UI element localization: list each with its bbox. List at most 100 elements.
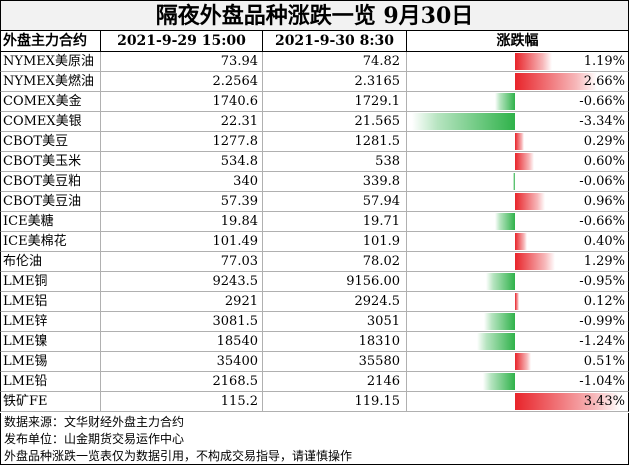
change-cell: 3.43%: [407, 392, 629, 412]
prev-price: 57.39: [101, 192, 263, 212]
table-row: ICE美棉花 101.49 101.9 0.40%: [0, 232, 631, 252]
change-percent: 0.51%: [583, 354, 625, 369]
prev-price: 1277.8: [101, 132, 263, 152]
table-row: 铁矿FE 115.2 119.15 3.43%: [0, 392, 631, 412]
change-percent: -0.99%: [579, 314, 625, 329]
header-contract: 外盘主力合约: [0, 31, 101, 52]
change-cell: 2.66%: [407, 72, 629, 92]
change-cell: -1.04%: [407, 372, 629, 392]
contract-name: LME镍: [0, 332, 101, 352]
current-price: 18310: [263, 332, 407, 352]
contract-name: 布伦油: [0, 252, 101, 272]
change-bar: [515, 353, 531, 370]
current-price: 57.94: [263, 192, 407, 212]
change-cell: 0.96%: [407, 192, 629, 212]
header-change: 涨跌幅: [407, 31, 629, 52]
change-bar: [515, 393, 621, 410]
footnotes: 数据来源：文华财经外盘主力合约 发布单位：山金期货交易运作中心 外盘品种涨跌一览…: [0, 413, 629, 465]
change-percent: 2.66%: [583, 74, 625, 89]
change-bar: [495, 213, 515, 230]
contract-name: CBOT美豆油: [0, 192, 101, 212]
change-cell: 0.51%: [407, 352, 629, 372]
prev-price: 2168.5: [101, 372, 263, 392]
change-cell: 0.12%: [407, 292, 629, 312]
current-price: 21.565: [263, 112, 407, 132]
prev-price: 101.49: [101, 232, 263, 252]
prev-price: 9243.5: [101, 272, 263, 292]
change-percent: -0.66%: [579, 214, 625, 229]
change-cell: -0.66%: [407, 92, 629, 112]
header-cur-time: 2021-9-30 8:30: [263, 31, 407, 52]
change-percent: 3.43%: [583, 394, 625, 409]
change-cell: -0.06%: [407, 172, 629, 192]
change-bar: [515, 293, 519, 310]
prev-price: 534.8: [101, 152, 263, 172]
contract-name: CBOT美豆粕: [0, 172, 101, 192]
table-title: 隔夜外盘品种涨跌一览 9月30日: [0, 0, 629, 31]
contract-name: LME铅: [0, 372, 101, 392]
table-row: LME锡 35400 35580 0.51%: [0, 352, 631, 372]
change-percent: -1.24%: [579, 334, 625, 349]
table-row: LME镍 18540 18310 -1.24%: [0, 332, 631, 352]
change-cell: -0.95%: [407, 272, 629, 292]
contract-name: ICE美棉花: [0, 232, 101, 252]
change-percent: 0.96%: [583, 194, 625, 209]
table-row: CBOT美豆 1277.8 1281.5 0.29%: [0, 132, 631, 152]
change-bar: [515, 193, 545, 210]
prev-price: 115.2: [101, 392, 263, 412]
change-percent: 1.29%: [583, 254, 625, 269]
contract-name: LME铜: [0, 272, 101, 292]
current-price: 2146: [263, 372, 407, 392]
footnote-source: 数据来源：文华财经外盘主力合约: [4, 415, 185, 429]
change-bar: [515, 233, 527, 250]
current-price: 19.71: [263, 212, 407, 232]
change-cell: -1.24%: [407, 332, 629, 352]
contract-name: CBOT美豆: [0, 132, 101, 152]
change-cell: 0.29%: [407, 132, 629, 152]
change-percent: 0.60%: [583, 154, 625, 169]
contract-name: LME锡: [0, 352, 101, 372]
current-price: 35580: [263, 352, 407, 372]
prev-price: 2.2564: [101, 72, 263, 92]
contract-name: 铁矿FE: [0, 392, 101, 412]
change-bar: [495, 93, 515, 110]
change-percent: 0.12%: [583, 294, 625, 309]
table-row: CBOT美豆油 57.39 57.94 0.96%: [0, 192, 631, 212]
change-cell: -0.99%: [407, 312, 629, 332]
change-percent: -1.04%: [579, 374, 625, 389]
change-bar: [412, 113, 515, 130]
table-row: COMEX美银 22.31 21.565 -3.34%: [0, 112, 631, 132]
contract-name: COMEX美金: [0, 92, 101, 112]
contract-name: LME锌: [0, 312, 101, 332]
contract-name: ICE美糖: [0, 212, 101, 232]
change-cell: 1.29%: [407, 252, 629, 272]
prev-price: 3081.5: [101, 312, 263, 332]
change-cell: -0.66%: [407, 212, 629, 232]
current-price: 2.3165: [263, 72, 407, 92]
prev-price: 35400: [101, 352, 263, 372]
prev-price: 2921: [101, 292, 263, 312]
contract-name: CBOT美玉米: [0, 152, 101, 172]
contract-name: COMEX美银: [0, 112, 101, 132]
change-bar: [515, 73, 597, 90]
change-percent: 0.29%: [583, 134, 625, 149]
table-row: CBOT美豆粕 340 339.8 -0.06%: [0, 172, 631, 192]
table-row: CBOT美玉米 534.8 538 0.60%: [0, 152, 631, 172]
current-price: 78.02: [263, 252, 407, 272]
change-percent: -0.66%: [579, 94, 625, 109]
header-prev-time: 2021-9-29 15:00: [101, 31, 263, 52]
table-row: 布伦油 77.03 78.02 1.29%: [0, 252, 631, 272]
change-bar: [513, 173, 515, 190]
change-percent: -0.95%: [579, 274, 625, 289]
current-price: 339.8: [263, 172, 407, 192]
current-price: 119.15: [263, 392, 407, 412]
prev-price: 73.94: [101, 52, 263, 72]
footnote-disclaimer: 外盘品种涨跌一览表仅为数据引用，不构成交易指导，请谨慎操作: [4, 449, 353, 463]
change-cell: 0.40%: [407, 232, 629, 252]
change-percent: -3.34%: [579, 114, 625, 129]
current-price: 74.82: [263, 52, 407, 72]
prev-price: 1740.6: [101, 92, 263, 112]
table-row: LME铅 2168.5 2146 -1.04%: [0, 372, 631, 392]
footnote-publisher: 发布单位：山金期货交易运作中心: [4, 432, 185, 446]
